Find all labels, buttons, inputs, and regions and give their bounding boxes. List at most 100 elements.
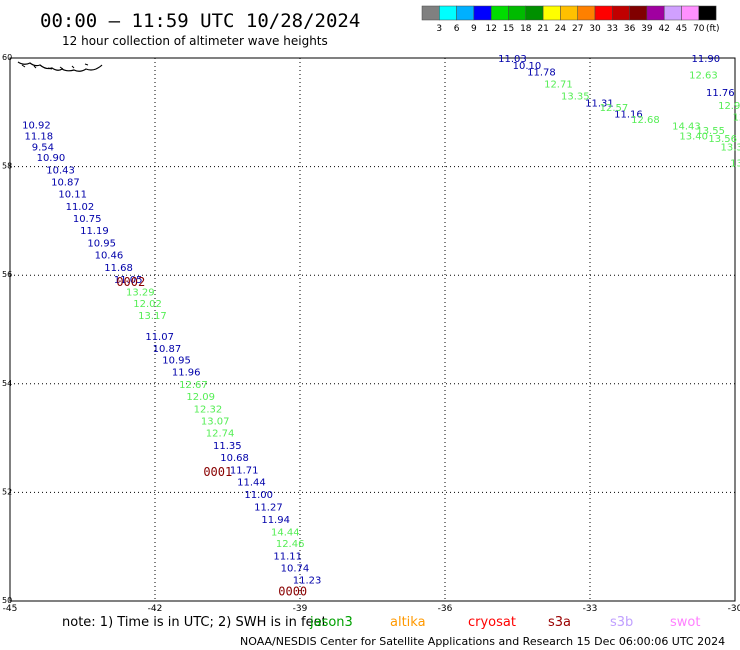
- track-id-label: 0000: [278, 585, 307, 599]
- colorbar-label: 18: [520, 24, 532, 34]
- swh-value-label: 12.71: [544, 79, 573, 90]
- colorbar-swatch: [577, 5, 596, 21]
- y-tick-label: 60: [2, 53, 12, 62]
- swh-value-label: 11.00: [244, 490, 273, 501]
- swh-value-label: 13.55: [696, 126, 725, 137]
- swh-value-label: 12.46: [276, 539, 305, 550]
- colorbar-swatch: [612, 5, 630, 21]
- colorbar-swatch: [525, 5, 544, 21]
- swh-value-label: 13.40: [679, 131, 708, 142]
- colorbar-swatch: [439, 5, 457, 21]
- colorbar-label: 39: [641, 24, 653, 34]
- swh-value-label: 11.35: [213, 441, 242, 452]
- swh-value-label: 13.56: [708, 134, 737, 145]
- swh-value-label: 11.27: [254, 502, 283, 513]
- colorbar-label: 6: [454, 24, 460, 34]
- swh-value-label: 12.57: [600, 103, 629, 114]
- satellite-legend: jason3 altika cryosat s3a s3b swot: [309, 615, 700, 630]
- swh-value-label: 11.68: [104, 263, 133, 274]
- swh-value-label: 10.43: [46, 166, 75, 177]
- x-tick-label: -42: [148, 604, 163, 614]
- colorbar-label: 36: [624, 24, 636, 34]
- colorbar-label: 24: [555, 24, 567, 34]
- colorbar-swatch: [698, 5, 717, 21]
- swh-value-label: 13.17: [138, 311, 167, 322]
- swh-value-label: 10.68: [220, 453, 249, 464]
- colorbar-swatch: [473, 5, 492, 21]
- swh-value-label: 10.10: [513, 61, 542, 72]
- swh-value-label: 10.95: [162, 356, 191, 367]
- colorbar-swatch: [646, 5, 665, 21]
- swh-value-label: 10.87: [51, 178, 80, 189]
- note-text: note: 1) Time is in UTC; 2) SWH is in fe…: [62, 615, 327, 630]
- swh-value-label: 11.71: [230, 465, 259, 476]
- colorbar-label: 3: [436, 24, 442, 34]
- colorbar-swatch: [490, 5, 509, 21]
- legend-altika: altika: [390, 615, 426, 630]
- legend-jason3: jason3: [309, 615, 353, 630]
- swh-value-label: 10.95: [87, 238, 116, 249]
- swh-value-label: 12.32: [194, 405, 223, 416]
- swh-value-label: 10.74: [281, 564, 310, 575]
- swh-value-label: 11.18: [25, 131, 54, 142]
- swh-value-label: 11.44: [237, 477, 266, 488]
- swh-value-label: 10.75: [73, 214, 102, 225]
- coastline: [17, 61, 103, 72]
- swh-value-label: 12.98: [718, 101, 740, 112]
- colorbar-swatch: [421, 5, 440, 21]
- swh-value-label: 11.03: [498, 54, 527, 65]
- colorbar-label: 70: [693, 24, 705, 34]
- y-tick-label: 54: [2, 379, 12, 388]
- swh-value-label: 12.09: [186, 392, 215, 403]
- colorbar-label: 21: [537, 24, 548, 34]
- swh-value-label: 10.11: [58, 190, 87, 201]
- colorbar-label: 15: [503, 24, 514, 34]
- colorbar-label: 9: [471, 24, 477, 34]
- swh-value-label: 11.16: [614, 110, 643, 121]
- colorbar-swatch: [663, 5, 682, 21]
- colorbar-unit: (ft): [706, 24, 720, 34]
- swh-value-label: 12.68: [631, 115, 660, 126]
- legend-s3a: s3a: [548, 615, 571, 630]
- x-tick-label: -33: [583, 604, 598, 614]
- y-tick-label: 50: [2, 596, 12, 605]
- swh-value-label: 13.29: [126, 287, 155, 298]
- swh-value-label: 11.05: [114, 275, 143, 286]
- legend-s3b: s3b: [610, 615, 633, 630]
- swh-value-label: 11.96: [172, 368, 201, 379]
- chart-title: 00:00 – 11:59 UTC 10/28/2024: [40, 10, 360, 32]
- swh-value-label: 10.90: [37, 153, 66, 164]
- swh-value-label: 13.16: [730, 159, 740, 170]
- x-tick-label: -36: [438, 604, 453, 614]
- colorbar-label: 33: [607, 24, 618, 34]
- colorbar: 3 6 9 12 15 18 21 24 27 30 33 36 39 42 45 70: [421, 5, 717, 34]
- swh-value-label: 10.92: [22, 121, 51, 132]
- swh-value-label: 11.31: [585, 98, 614, 109]
- swh-value-label: 11.19: [80, 226, 109, 237]
- plot-area: 10.9211.189.5410.9010.4310.8710.1111.021…: [9, 54, 740, 602]
- plot-frame: [9, 57, 736, 602]
- swh-value-label: 12.67: [179, 380, 208, 391]
- swh-value-label: 11.02: [66, 202, 95, 213]
- swh-value-label: 11.07: [145, 332, 174, 343]
- swh-value-label: 10.46: [95, 250, 124, 261]
- coastline-detail: [21, 63, 89, 70]
- colorbar-swatch: [542, 5, 561, 21]
- legend-swot: swot: [670, 615, 700, 630]
- swh-value-label: 13.07: [201, 417, 230, 428]
- coastline-path: [17, 61, 103, 72]
- colorbar-label: 12: [485, 24, 496, 34]
- swh-value-label: 11.94: [261, 515, 290, 526]
- colorbar-swatch: [456, 5, 475, 21]
- swh-value-label: 12.74: [206, 428, 235, 439]
- legend-cryosat: cryosat: [468, 615, 516, 630]
- colorbar-swatch: [594, 5, 613, 21]
- colorbar-label: 42: [658, 24, 669, 34]
- swh-value-label: 11.23: [293, 576, 322, 587]
- colorbar-label: 27: [572, 24, 583, 34]
- footer-text: NOAA/NESDIS Center for Satellite Applica…: [240, 635, 725, 648]
- swh-value-label: 11.76: [706, 88, 735, 99]
- swh-value-label: 10.87: [153, 344, 182, 355]
- y-tick-label: 56: [2, 270, 12, 279]
